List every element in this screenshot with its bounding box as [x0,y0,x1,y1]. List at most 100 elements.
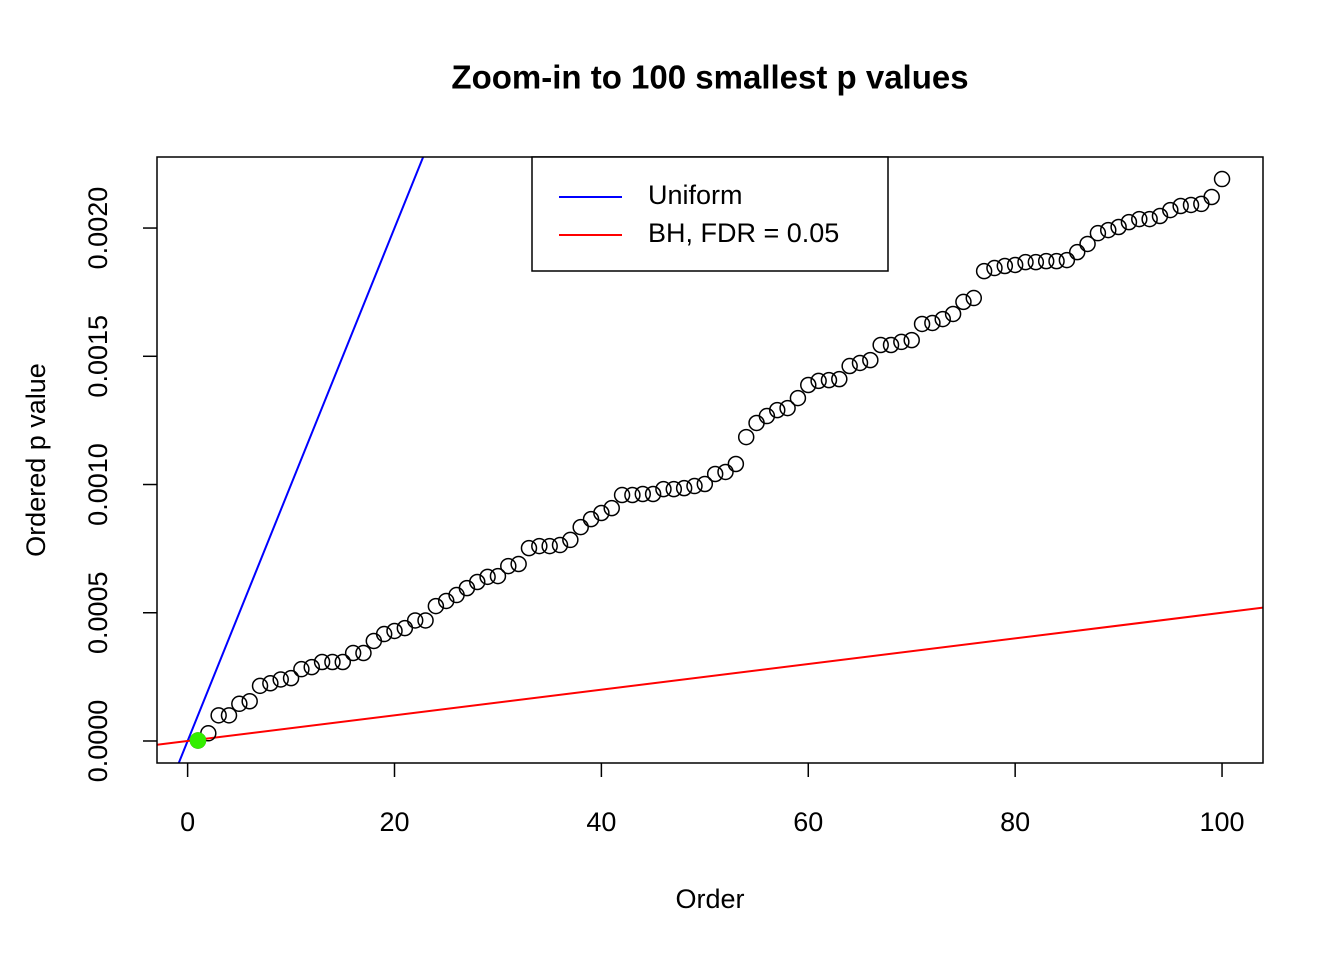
data-point [1172,197,1189,215]
legend-label: Uniform [648,180,743,210]
data-point [437,592,455,610]
data-point [1182,196,1200,214]
data-point [841,357,858,375]
data-point [613,486,631,504]
y-tick-label: 0.0000 [83,700,113,783]
data-point [282,669,300,687]
y-axis-label: Ordered p value [21,363,51,557]
data-point [831,370,848,388]
data-point [717,463,734,481]
data-point [365,632,383,650]
reference-line [157,606,1263,746]
data-point [1110,218,1127,236]
data-point [810,372,827,390]
data-point [975,262,993,280]
data-point [272,671,289,688]
data-point [955,293,972,311]
data-point [344,644,362,662]
data-point [1100,221,1117,239]
data-point [655,480,672,498]
data-point [1141,210,1158,228]
x-tick-label: 20 [379,807,409,837]
data-point [541,537,558,555]
data-point [903,331,920,349]
data-point [862,351,879,369]
x-tick-label: 0 [180,807,195,837]
data-point [479,568,496,586]
data-point [644,485,662,503]
data-point [313,653,331,671]
chart-title: Zoom-in to 100 smallest p values [451,59,968,96]
data-point [562,531,579,549]
data-point [686,477,703,495]
data-point [386,622,403,640]
y-tick-label: 0.0015 [83,315,113,398]
x-tick-label: 60 [793,807,823,837]
data-point [1131,210,1148,228]
data-point [1193,195,1210,213]
data-point [944,305,962,323]
legend-box [531,156,889,272]
data-point [334,653,352,671]
data-point [251,677,269,695]
data-point [220,707,238,724]
x-axis-label: Order [675,884,744,914]
x-tick-label: 100 [1200,807,1245,837]
data-point [1213,170,1231,188]
data-point [531,537,548,555]
data-point [706,465,724,483]
x-tick-label: 40 [586,807,616,837]
data-point [882,336,900,354]
legend-label: BH, FDR = 0.05 [648,218,839,248]
data-point [934,310,951,328]
data-point [758,407,776,425]
data-point [355,644,372,662]
data-point [572,518,589,536]
data-point [624,486,641,504]
data-point [1006,256,1024,274]
data-point [551,536,569,554]
data-point [1079,235,1096,253]
data-point [593,504,610,522]
data-point [375,625,393,643]
data-point [189,732,207,749]
data-point [603,499,620,517]
reference-line [177,157,425,763]
data-point [634,485,652,503]
data-point [1027,253,1045,271]
data-point [893,333,910,351]
data-point [324,653,341,671]
data-point [737,428,755,446]
data-point [241,692,258,710]
data-point [800,376,817,394]
data-point [469,573,486,591]
data-point [1203,188,1220,206]
data-point [727,455,745,473]
data-point [851,354,869,372]
data-point [924,314,941,332]
data-point [1048,252,1065,270]
data-point [748,414,765,432]
y-tick-label: 0.0005 [83,571,113,654]
data-point [427,597,445,615]
data-point [1068,243,1086,261]
data-point [500,557,517,575]
data-point [986,259,1003,277]
data-point [913,315,931,333]
data-point [696,475,714,493]
data-point [665,480,683,498]
data-point [1037,252,1055,270]
data-point [231,695,248,713]
data-point [210,707,227,724]
data-point [1162,201,1179,219]
data-point [1089,224,1107,242]
data-point [406,612,424,629]
y-tick-label: 0.0010 [83,443,113,526]
data-point [396,619,414,637]
data-point [1151,207,1169,225]
data-point [789,389,807,407]
data-point [1017,253,1034,271]
data-point [768,401,786,419]
